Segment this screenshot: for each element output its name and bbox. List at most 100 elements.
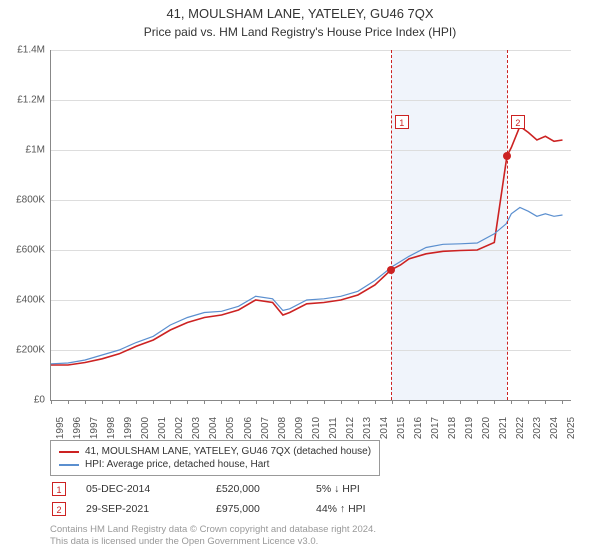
x-axis-label: 2003 [187, 417, 202, 439]
marker-box-1: 1 [395, 115, 409, 129]
x-axis-label: 2015 [392, 417, 407, 439]
x-tick [290, 400, 291, 404]
x-tick [426, 400, 427, 404]
y-axis-label: £1.4M [17, 45, 51, 56]
x-axis-label: 2006 [239, 417, 254, 439]
x-tick [170, 400, 171, 404]
sale-point-2 [503, 152, 511, 160]
x-axis-label: 2011 [324, 417, 339, 439]
x-axis-label: 2007 [256, 417, 271, 439]
x-axis-label: 2018 [443, 417, 458, 439]
footer-line-1: Contains HM Land Registry data © Crown c… [50, 524, 570, 536]
y-axis-label: £1.2M [17, 95, 51, 106]
x-tick [51, 400, 52, 404]
page-subtitle: Price paid vs. HM Land Registry's House … [0, 21, 600, 45]
x-axis-label: 2023 [528, 417, 543, 439]
x-axis-label: 2020 [477, 417, 492, 439]
tx-delta: 44% ↑ HPI [316, 503, 366, 515]
x-tick [187, 400, 188, 404]
footer-line-2: This data is licensed under the Open Gov… [50, 536, 570, 548]
x-tick [119, 400, 120, 404]
x-tick [204, 400, 205, 404]
x-tick [68, 400, 69, 404]
x-axis-label: 1998 [102, 417, 117, 439]
y-axis-label: £600K [16, 245, 51, 256]
x-tick [477, 400, 478, 404]
x-axis-label: 2008 [273, 417, 288, 439]
page-title: 41, MOULSHAM LANE, YATELEY, GU46 7QX [0, 0, 600, 21]
y-axis-label: £200K [16, 345, 51, 356]
x-tick [341, 400, 342, 404]
x-tick [545, 400, 546, 404]
chart-lines [51, 50, 571, 400]
x-tick [358, 400, 359, 404]
y-axis-label: £800K [16, 195, 51, 206]
x-tick [221, 400, 222, 404]
transaction-row: 2 29-SEP-2021 £975,000 44% ↑ HPI [50, 502, 570, 516]
tx-date: 29-SEP-2021 [86, 503, 196, 515]
legend-row-blue: HPI: Average price, detached house, Hart [59, 458, 371, 471]
x-tick [324, 400, 325, 404]
tx-delta: 5% ↓ HPI [316, 483, 360, 495]
legend-row-red: 41, MOULSHAM LANE, YATELEY, GU46 7QX (de… [59, 445, 371, 458]
x-axis-label: 1996 [68, 417, 83, 439]
x-axis-label: 2019 [460, 417, 475, 439]
legend-box: 41, MOULSHAM LANE, YATELEY, GU46 7QX (de… [50, 440, 380, 476]
x-axis-label: 2014 [375, 417, 390, 439]
tx-price: £520,000 [216, 483, 296, 495]
x-tick [273, 400, 274, 404]
y-axis-label: £400K [16, 295, 51, 306]
tx-date: 05-DEC-2014 [86, 483, 196, 495]
x-tick [136, 400, 137, 404]
x-axis-label: 2017 [426, 417, 441, 439]
x-tick [307, 400, 308, 404]
x-axis-label: 2024 [545, 417, 560, 439]
chart-container: 41, MOULSHAM LANE, YATELEY, GU46 7QX Pri… [0, 0, 600, 560]
x-axis-label: 1995 [51, 417, 66, 439]
x-axis-label: 2002 [170, 417, 185, 439]
y-axis-label: £0 [34, 395, 51, 406]
series-red [51, 126, 563, 365]
x-tick [443, 400, 444, 404]
x-axis-label: 2016 [409, 417, 424, 439]
x-tick [562, 400, 563, 404]
x-axis-label: 2021 [494, 417, 509, 439]
legend-label-blue: HPI: Average price, detached house, Hart [85, 459, 269, 470]
transaction-row: 1 05-DEC-2014 £520,000 5% ↓ HPI [50, 482, 570, 496]
x-tick [528, 400, 529, 404]
chart-plot-area: £0£200K£400K£600K£800K£1M£1.2M£1.4M19951… [50, 50, 571, 401]
x-axis-label: 2013 [358, 417, 373, 439]
tx-price: £975,000 [216, 503, 296, 515]
marker-line-2 [507, 50, 508, 400]
x-axis-label: 2025 [562, 417, 577, 439]
x-tick [511, 400, 512, 404]
footer-text: Contains HM Land Registry data © Crown c… [50, 524, 570, 549]
x-tick [85, 400, 86, 404]
x-tick [375, 400, 376, 404]
legend-swatch-blue [59, 464, 79, 466]
x-axis-label: 2012 [341, 417, 356, 439]
legend-swatch-red [59, 451, 79, 453]
x-tick [102, 400, 103, 404]
x-axis-label: 2000 [136, 417, 151, 439]
x-axis-label: 1999 [119, 417, 134, 439]
x-axis-label: 2010 [307, 417, 322, 439]
x-axis-label: 1997 [85, 417, 100, 439]
legend-label-red: 41, MOULSHAM LANE, YATELEY, GU46 7QX (de… [85, 446, 371, 457]
x-tick [494, 400, 495, 404]
x-axis-label: 2001 [153, 417, 168, 439]
y-axis-label: £1M [26, 145, 51, 156]
x-tick [256, 400, 257, 404]
tx-marker-icon: 1 [52, 482, 66, 496]
x-axis-label: 2009 [290, 417, 305, 439]
sale-point-1 [387, 266, 395, 274]
x-axis-label: 2022 [511, 417, 526, 439]
x-axis-label: 2005 [221, 417, 236, 439]
x-tick [153, 400, 154, 404]
marker-line-1 [391, 50, 392, 400]
x-tick [409, 400, 410, 404]
series-blue [51, 208, 563, 364]
x-tick [460, 400, 461, 404]
x-tick [239, 400, 240, 404]
tx-marker-icon: 2 [52, 502, 66, 516]
